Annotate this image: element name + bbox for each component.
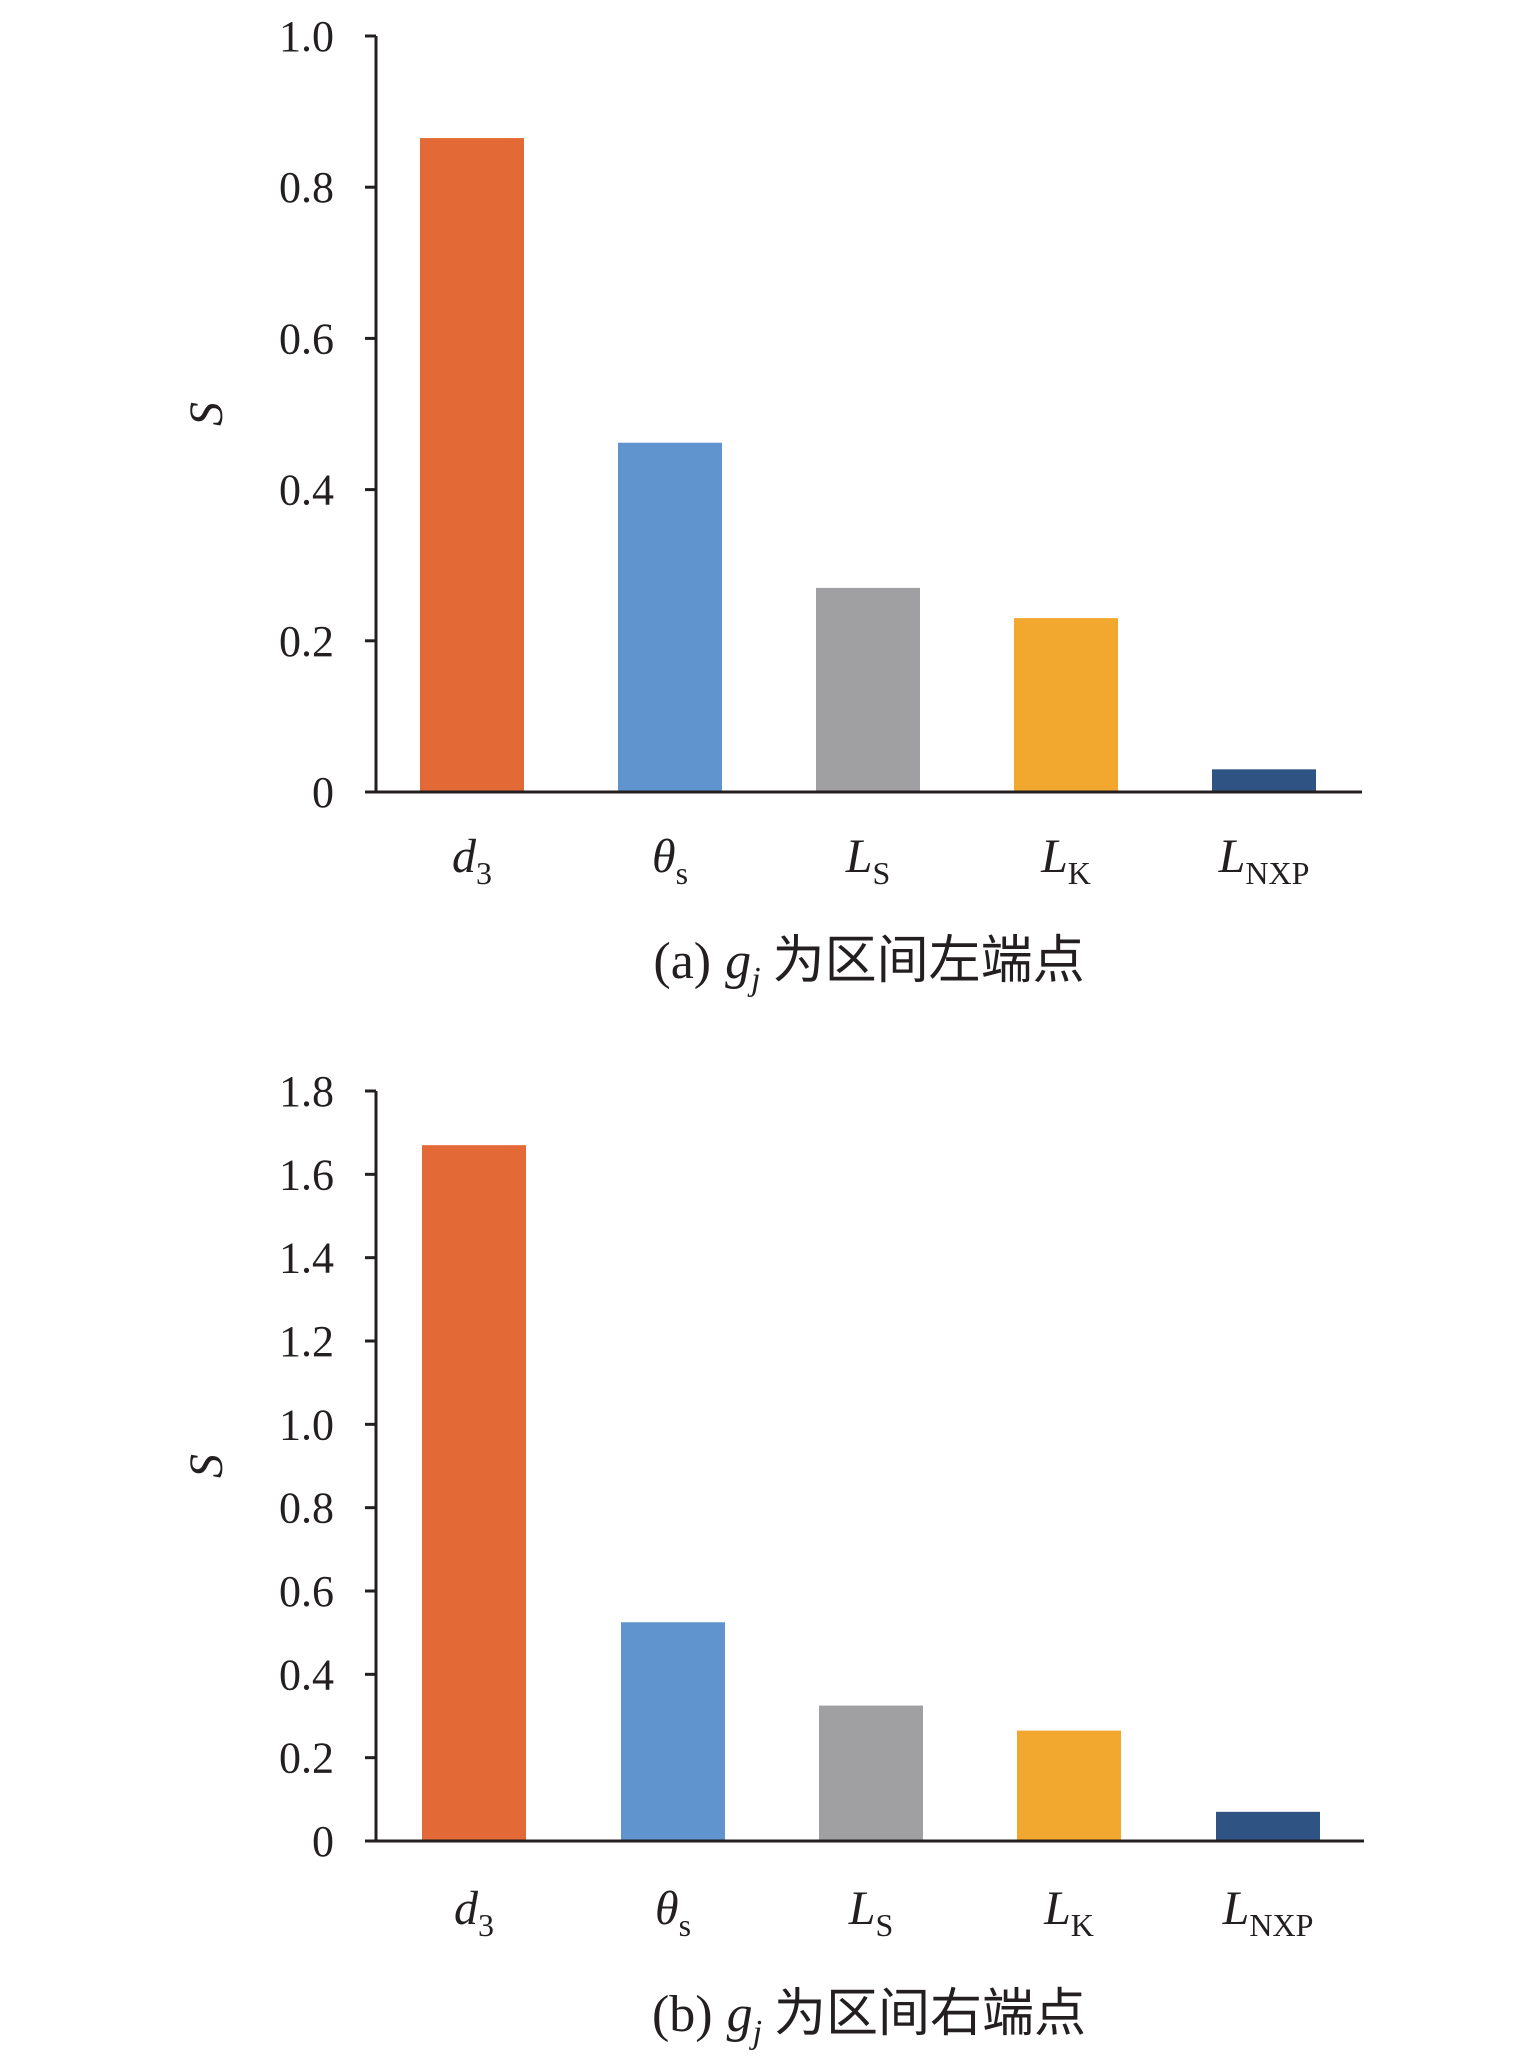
y-axis-label: S: [180, 1454, 233, 1478]
x-tick-label: θs: [655, 1882, 691, 1943]
caption-prefix: (a): [653, 933, 711, 990]
x-tick-label-main: θ: [655, 1882, 679, 1935]
y-tick-label: 0.2: [279, 617, 334, 666]
x-tick-label: d3: [452, 830, 492, 891]
y-axis-label: S: [180, 402, 233, 426]
x-tick-label-main: L: [1043, 1882, 1071, 1935]
x-tick-label: d3: [454, 1882, 494, 1943]
bar: [1212, 769, 1316, 792]
bar: [816, 587, 920, 792]
y-tick-label: 0.2: [279, 1734, 334, 1783]
x-tick-label-sub: K: [1071, 1907, 1094, 1943]
y-tick-label: 0.6: [279, 314, 334, 363]
x-tick-label-main: L: [1218, 830, 1246, 883]
y-tick-label: 0.8: [279, 1484, 334, 1533]
subfigure-caption: (a) gj 为区间左端点: [653, 933, 1084, 998]
y-tick-label: 1.4: [279, 1234, 334, 1283]
subfigure-caption: (b) gj 为区间右端点: [652, 1986, 1086, 2051]
x-tick-label-sub: 3: [476, 855, 492, 891]
x-tick-label-main: L: [845, 830, 873, 883]
caption-var-sub: j: [747, 961, 760, 998]
bar: [1216, 1811, 1320, 1841]
y-tick-label: 0.8: [279, 163, 334, 212]
x-tick-label-main: d: [454, 1882, 479, 1935]
x-tick-label-sub: s: [679, 1907, 691, 1943]
bar: [1014, 618, 1118, 792]
x-tick-label: LK: [1043, 1882, 1094, 1943]
bar: [420, 138, 524, 792]
x-tick-label-sub: K: [1068, 855, 1091, 891]
x-tick-label-sub: s: [676, 855, 688, 891]
y-tick-label: 1.0: [279, 1400, 334, 1449]
x-tick-label-sub: S: [872, 855, 890, 891]
y-tick-label: 1.8: [279, 1067, 334, 1116]
caption-text: 为区间左端点: [773, 933, 1085, 990]
caption-prefix: (b): [652, 1986, 713, 2043]
bar: [422, 1145, 526, 1841]
x-tick-label-main: L: [1040, 830, 1068, 883]
x-tick-label: θs: [652, 830, 688, 891]
bar: [1017, 1730, 1121, 1841]
caption-text: 为区间右端点: [774, 1986, 1086, 2043]
x-tick-label: LNXP: [1218, 830, 1310, 891]
bar: [618, 442, 722, 792]
y-tick-label: 0.6: [279, 1567, 334, 1616]
x-tick-label-main: L: [848, 1882, 876, 1935]
caption-var-main: g: [725, 933, 751, 990]
y-tick-label: 0.4: [279, 466, 334, 515]
x-tick-label: LS: [848, 1882, 894, 1943]
x-tick-label-sub: NXP: [1249, 1907, 1313, 1943]
y-tick-label: 0: [312, 768, 334, 817]
bar: [819, 1705, 923, 1841]
x-tick-label-sub: S: [875, 1907, 893, 1943]
x-tick-label-main: d: [452, 830, 477, 883]
x-tick-label-main: L: [1222, 1882, 1250, 1935]
bar: [621, 1622, 725, 1841]
y-tick-label: 0: [312, 1817, 334, 1866]
caption-var-main: g: [727, 1986, 753, 2043]
y-tick-label: 1.0: [279, 12, 334, 61]
caption-var-sub: j: [749, 2014, 762, 2051]
y-tick-label: 1.2: [279, 1317, 334, 1366]
y-tick-label: 0.4: [279, 1650, 334, 1699]
x-tick-label: LS: [845, 830, 891, 891]
x-tick-label-sub: 3: [478, 1907, 494, 1943]
x-tick-label: LK: [1040, 830, 1091, 891]
x-tick-label-main: θ: [652, 830, 676, 883]
x-tick-label: LNXP: [1222, 1882, 1314, 1943]
x-tick-label-sub: NXP: [1245, 855, 1309, 891]
y-tick-label: 1.6: [279, 1150, 334, 1199]
